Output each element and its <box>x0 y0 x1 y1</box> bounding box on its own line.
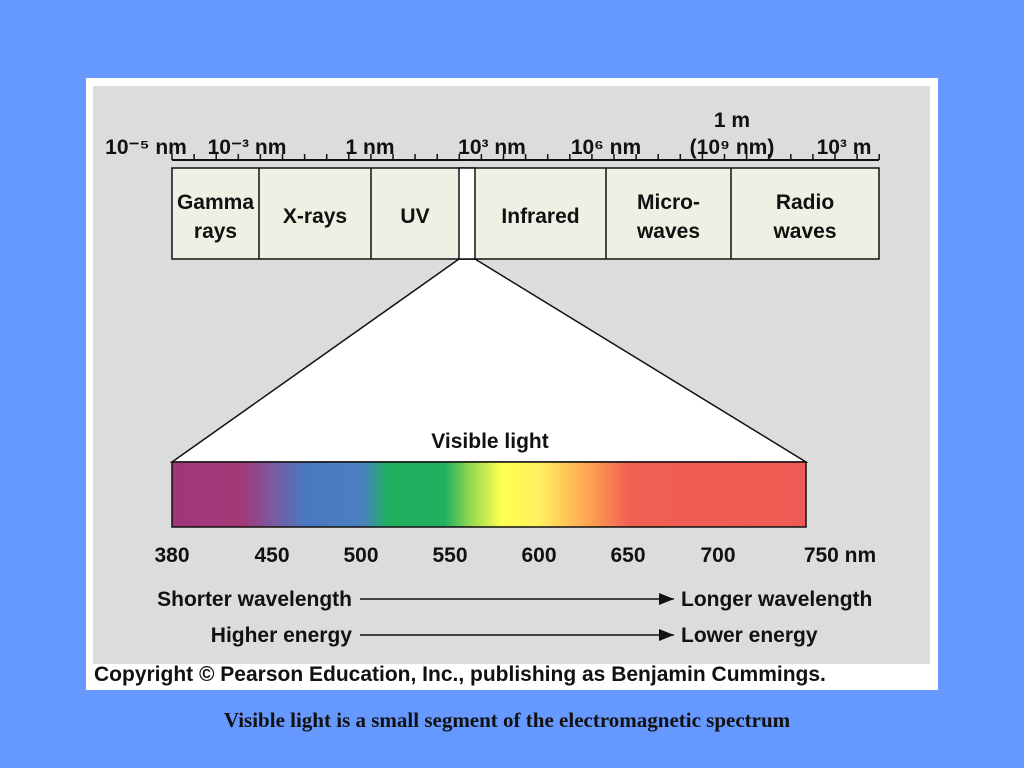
band-box <box>171 167 880 260</box>
visible-label: 650 <box>610 544 645 567</box>
scale-label: (10⁹ nm) <box>690 136 775 159</box>
visible-label: 550 <box>432 544 467 567</box>
band-label: Gamma <box>177 191 254 214</box>
band-label: rays <box>194 220 237 243</box>
copyright: Copyright © Pearson Education, Inc., pub… <box>94 663 826 686</box>
diagram: 10⁻⁵ nm 10⁻³ nm 1 nm 10³ nm 10⁶ nm 1 m (10⁹ nm… <box>94 109 880 732</box>
band-label: waves <box>636 220 700 243</box>
scale-label: 10³ nm <box>458 136 526 159</box>
band-label: Infrared <box>501 205 579 228</box>
arrow-right-label: Lower energy <box>681 624 818 647</box>
scale-label: 10⁶ nm <box>571 136 641 159</box>
caption: Visible light is a small segment of the … <box>224 708 791 732</box>
band-label: waves <box>772 220 836 243</box>
arrow-left-label: Higher energy <box>211 624 353 647</box>
arrow-right-label: Longer wavelength <box>681 588 872 611</box>
visible-label: 500 <box>343 544 378 567</box>
visible-label: 600 <box>521 544 556 567</box>
visible-label: 750 nm <box>804 544 876 567</box>
band-label: X-rays <box>283 205 347 228</box>
visible-label: 450 <box>254 544 289 567</box>
visible-gap <box>458 167 476 260</box>
scale-label: 10⁻³ nm <box>208 136 287 159</box>
band-label: Micro- <box>637 191 700 214</box>
band-label: Radio <box>776 191 834 214</box>
scale-label: 10⁻⁵ nm <box>105 136 187 159</box>
scale-label: 1 nm <box>345 136 394 159</box>
visible-spectrum <box>171 461 807 528</box>
visible-label: 700 <box>700 544 735 567</box>
visible-label: 380 <box>154 544 189 567</box>
band-label: UV <box>400 205 429 228</box>
scale-label: 1 m <box>714 109 750 132</box>
arrow-left-label: Shorter wavelength <box>157 588 352 611</box>
visible-title: Visible light <box>431 430 548 453</box>
scale-label: 10³ m <box>817 136 872 159</box>
